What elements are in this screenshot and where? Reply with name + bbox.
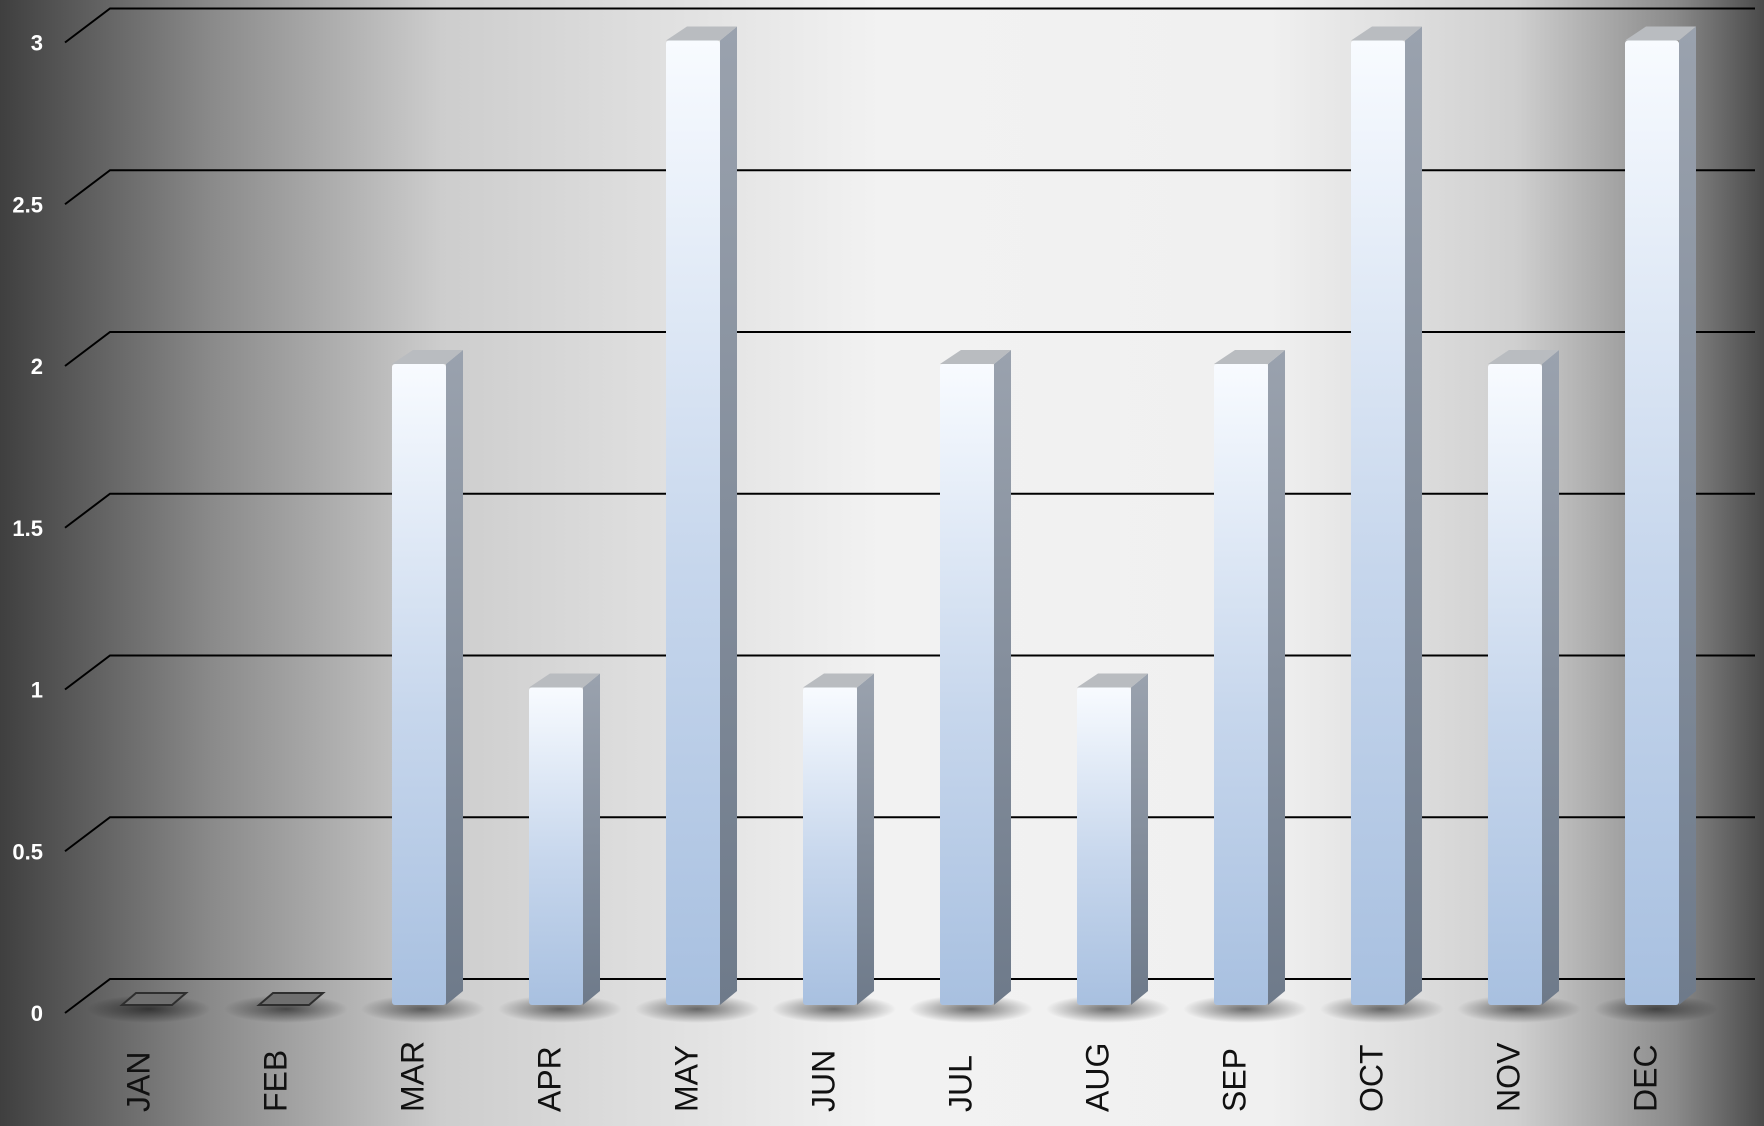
gridline — [64, 816, 1755, 853]
bar-side — [1542, 350, 1559, 1005]
bar-side — [857, 673, 874, 1005]
y-tick-label: 2.5 — [12, 192, 43, 217]
bar-top — [392, 350, 463, 364]
y-axis-tick-labels: 0 0.5 1 1.5 2 2.5 3 — [12, 31, 43, 1027]
bar-shadow — [634, 995, 760, 1023]
bar-side — [994, 350, 1011, 1005]
bar-side — [720, 26, 737, 1005]
y-tick-label: 1 — [31, 678, 43, 703]
x-axis-tick-labels: JAN FEB MAR APR MAY JUN JUL AUG SEP OCT NOV DEC — [120, 1041, 1663, 1112]
bar-top — [803, 673, 874, 688]
bar — [908, 350, 1034, 1023]
y-tick-label: 0.5 — [12, 839, 43, 864]
bar-front — [392, 364, 446, 1005]
bar — [634, 26, 760, 1023]
bar-shadow — [908, 995, 1034, 1023]
bar-front — [803, 687, 857, 1005]
bar-shadow — [86, 995, 212, 1023]
bar-top — [1625, 26, 1696, 41]
bar — [1456, 350, 1582, 1023]
bar-top — [1488, 350, 1559, 364]
bar-top — [529, 673, 600, 688]
gridline — [64, 7, 1755, 44]
bar-shadow — [223, 995, 349, 1023]
bar-shadow — [497, 995, 623, 1023]
x-tick-label: DEC — [1627, 1044, 1663, 1112]
bar-side — [1131, 673, 1148, 1005]
x-tick-label: OCT — [1353, 1044, 1389, 1112]
x-tick-label: JUN — [805, 1050, 841, 1112]
bar — [86, 992, 212, 1023]
bar — [1593, 26, 1719, 1023]
gridline — [64, 978, 1755, 1014]
bar-front — [1488, 364, 1542, 1005]
gridline — [64, 654, 1755, 691]
bar-front — [256, 992, 326, 1006]
y-tick-label: 3 — [31, 31, 43, 56]
bar-front — [529, 687, 583, 1005]
bar — [1182, 350, 1308, 1023]
bar — [1045, 673, 1171, 1023]
bar-side — [1268, 350, 1285, 1005]
y-tick-label: 0 — [31, 1001, 43, 1026]
bar — [497, 673, 623, 1023]
bar-top — [1214, 350, 1285, 364]
bar-front — [666, 40, 720, 1005]
x-tick-label: NOV — [1490, 1042, 1526, 1112]
bar-front — [119, 992, 189, 1006]
bar-top — [940, 350, 1011, 364]
gridline — [64, 492, 1755, 529]
bar — [1319, 26, 1445, 1023]
bar-shadow — [1182, 995, 1308, 1023]
bar-shadow — [1456, 995, 1582, 1023]
gridline — [64, 169, 1755, 206]
x-tick-label: FEB — [257, 1050, 293, 1112]
bar-shadow — [1593, 995, 1719, 1023]
x-tick-label: APR — [531, 1046, 567, 1112]
bar-top — [1077, 673, 1148, 688]
x-tick-label: MAY — [668, 1045, 704, 1112]
bar-shadow — [771, 995, 897, 1023]
x-tick-label: SEP — [1216, 1048, 1252, 1112]
y-tick-label: 1.5 — [12, 516, 43, 541]
gridlines — [64, 7, 1755, 1014]
bar-front — [1625, 40, 1679, 1005]
x-tick-label: MAR — [394, 1041, 430, 1112]
bar — [771, 673, 897, 1023]
bar-top — [1351, 26, 1422, 41]
bar-front — [940, 364, 994, 1005]
bar-shadow — [1045, 995, 1171, 1023]
x-tick-label: JAN — [120, 1052, 156, 1112]
bar-front — [1351, 40, 1405, 1005]
y-tick-label: 2 — [31, 354, 43, 379]
bar — [360, 350, 486, 1023]
bar-shadow — [1319, 995, 1445, 1023]
gridline — [64, 331, 1755, 367]
bar-shadow — [360, 995, 486, 1023]
bars — [86, 26, 1719, 1023]
bar-side — [446, 350, 463, 1005]
x-tick-label: AUG — [1079, 1043, 1115, 1112]
bar-side — [583, 673, 600, 1005]
bar-side — [1405, 26, 1422, 1005]
x-tick-label: JUL — [942, 1055, 978, 1112]
bar — [223, 992, 349, 1023]
bar-side — [1679, 26, 1696, 1005]
bar-top — [666, 26, 737, 41]
bar-front — [1214, 364, 1268, 1005]
bar-front — [1077, 687, 1131, 1005]
